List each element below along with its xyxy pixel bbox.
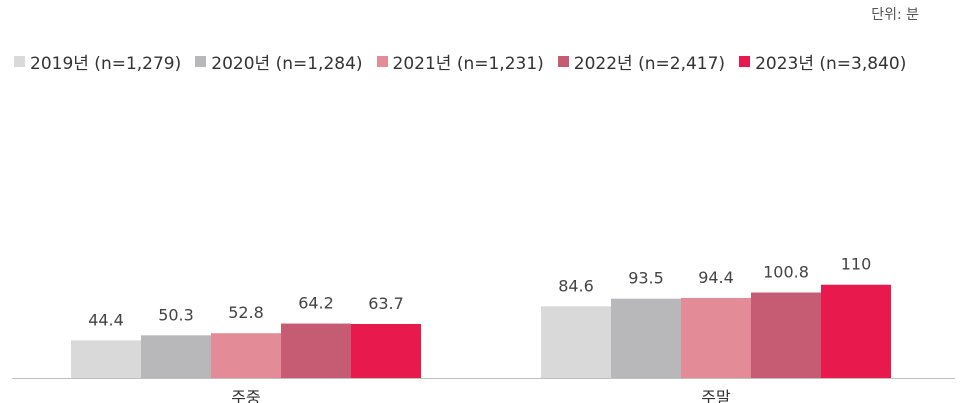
legend-label: 2019년 (n=1,279): [30, 54, 182, 74]
data-label: 50.3: [158, 305, 194, 324]
bar: [751, 292, 821, 378]
data-label: 94.4: [698, 268, 734, 287]
data-label: 110: [841, 255, 872, 274]
legend-swatch: [195, 56, 207, 67]
legend-label: 2020년 (n=1,284): [211, 54, 363, 74]
legend-item: 2021년 (n=1,231): [376, 49, 544, 74]
legend-swatch: [557, 56, 569, 67]
bar: [351, 323, 421, 378]
data-label: 52.8: [228, 303, 264, 322]
legend-label: 2022년 (n=2,417): [573, 54, 726, 74]
data-label: 63.7: [368, 294, 404, 313]
bar: [611, 298, 681, 378]
data-label: 84.6: [558, 276, 594, 295]
data-label: 44.4: [88, 310, 124, 329]
legend-item: 2020년 (n=1,284): [195, 49, 363, 74]
bar: [541, 306, 611, 378]
category-label: 주중: [231, 388, 260, 403]
legend-swatch: [739, 56, 751, 67]
bar: [281, 323, 351, 378]
legend-swatch: [14, 56, 25, 67]
bar: [681, 297, 751, 378]
legend-item: 2023년 (n=3,840): [739, 49, 906, 74]
legend-item: 2019년 (n=1,279): [14, 49, 181, 74]
data-label: 64.2: [298, 294, 334, 313]
legend-item: 2022년 (n=2,417): [557, 49, 726, 74]
legend-label: 2023년 (n=3,840): [755, 54, 907, 74]
bar: [71, 340, 141, 378]
bar: [141, 335, 211, 378]
data-label: 93.5: [628, 269, 664, 288]
unit-label: 단위: 분: [871, 7, 919, 23]
legend: 2019년 (n=1,279) 2020년 (n=1,284) 2021년 (n=1…: [14, 49, 920, 74]
bar: [821, 284, 891, 378]
legend-label: 2021년 (n=1,231): [392, 54, 544, 74]
category-label: 주말: [701, 388, 731, 403]
bar: [211, 333, 281, 378]
legend-swatch: [376, 56, 388, 67]
data-label: 100.8: [763, 263, 809, 282]
